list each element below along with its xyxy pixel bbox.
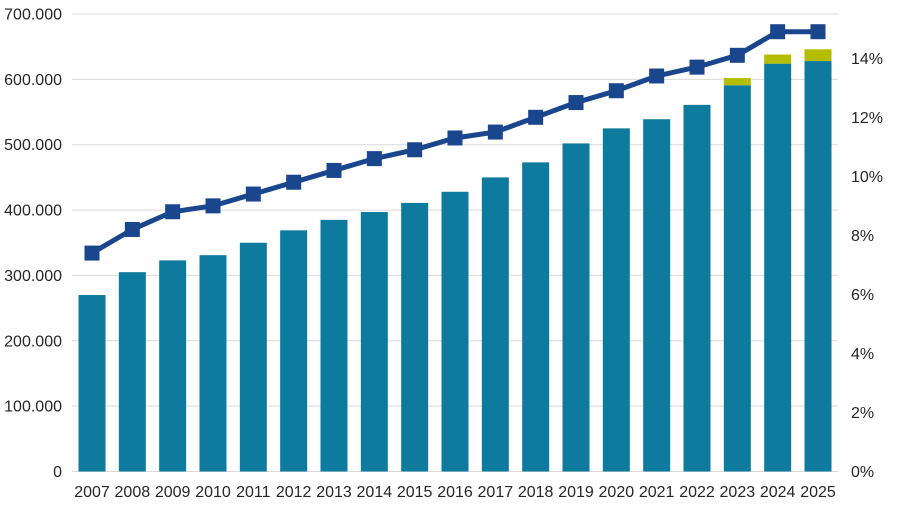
left-tick-label: 100.000 — [4, 399, 62, 416]
right-tick-label: 0% — [851, 464, 874, 481]
x-tick-label-2023: 2023 — [720, 484, 756, 501]
x-tick-label-2009: 2009 — [155, 484, 191, 501]
bar-series — [78, 49, 832, 472]
bar-2014 — [360, 212, 388, 472]
line-marker-2011 — [245, 186, 261, 202]
x-tick-label-2019: 2019 — [558, 484, 594, 501]
bar-2022 — [683, 104, 711, 472]
bar-2012 — [280, 230, 308, 472]
line-marker-2022 — [689, 59, 705, 75]
bar-2016 — [441, 191, 469, 472]
left-tick-label: 200.000 — [4, 333, 62, 350]
bar-2013 — [320, 219, 348, 472]
bar-2025 — [804, 61, 832, 472]
x-tick-label-2010: 2010 — [195, 484, 231, 501]
bar-2020 — [602, 128, 630, 472]
left-tick-label: 700.000 — [4, 7, 62, 24]
line-marker-2007 — [84, 245, 100, 261]
line-marker-2015 — [407, 142, 423, 158]
x-tick-label-2013: 2013 — [316, 484, 352, 501]
x-tick-label-2017: 2017 — [478, 484, 514, 501]
bar-segment-2024 — [764, 54, 792, 64]
line-marker-2008 — [124, 221, 140, 237]
x-tick-label-2022: 2022 — [679, 484, 715, 501]
bar-2007 — [78, 295, 106, 472]
x-tick-label-2024: 2024 — [760, 484, 796, 501]
line-marker-2009 — [165, 204, 181, 220]
left-tick-label: 0 — [53, 464, 62, 481]
line-marker-2012 — [286, 174, 302, 190]
bar-2018 — [522, 162, 550, 472]
bar-segment-2025 — [804, 49, 832, 62]
line-marker-2017 — [487, 124, 503, 140]
x-tick-label-2025: 2025 — [800, 484, 836, 501]
bar-2009 — [159, 260, 187, 472]
right-tick-label: 2% — [851, 405, 874, 422]
line-marker-2019 — [568, 95, 584, 111]
line-marker-2025 — [810, 24, 826, 40]
line-marker-2018 — [528, 109, 544, 125]
x-tick-label-2007: 2007 — [74, 484, 110, 501]
x-tick-label-2016: 2016 — [437, 484, 473, 501]
right-tick-label: 4% — [851, 346, 874, 363]
bar-2008 — [118, 272, 146, 472]
right-tick-label: 12% — [851, 110, 883, 127]
left-tick-label: 300.000 — [4, 268, 62, 285]
line-marker-2013 — [326, 162, 342, 178]
x-tick-label-2014: 2014 — [357, 484, 393, 501]
line-marker-2023 — [729, 47, 745, 63]
right-tick-label: 10% — [851, 169, 883, 186]
bar-2024 — [764, 63, 792, 472]
line-marker-2016 — [447, 130, 463, 146]
x-tick-label-2011: 2011 — [236, 484, 271, 501]
x-tick-label-2008: 2008 — [115, 484, 151, 501]
x-tick-label-2021: 2021 — [639, 484, 675, 501]
x-tick-label-2015: 2015 — [397, 484, 433, 501]
bar-2011 — [239, 242, 267, 472]
x-axis-labels: 2007 2008 2009 2010 2011 2012 2013 2014 2015 2016… — [74, 484, 836, 501]
left-tick-label: 400.000 — [4, 203, 62, 220]
left-tick-label: 500.000 — [4, 137, 62, 154]
x-tick-label-2020: 2020 — [599, 484, 635, 501]
bar-2021 — [643, 119, 671, 472]
right-tick-label: 8% — [851, 228, 874, 245]
line-marker-2024 — [770, 24, 786, 40]
bar-2017 — [481, 177, 509, 472]
bar-2023 — [723, 85, 751, 472]
right-axis-labels: 0% 2% 4% 6% 8% 10% 12% 14% — [851, 51, 883, 481]
bar-2015 — [401, 202, 429, 472]
bar-2010 — [199, 255, 227, 472]
line-marker-2020 — [608, 83, 624, 99]
right-tick-label: 6% — [851, 287, 874, 304]
bar-2019 — [562, 143, 590, 472]
line-marker-2021 — [649, 68, 665, 84]
right-tick-label: 14% — [851, 51, 883, 68]
x-tick-label-2012: 2012 — [276, 484, 312, 501]
left-tick-label: 600.000 — [4, 72, 62, 89]
line-marker-2014 — [366, 151, 382, 167]
x-tick-label-2018: 2018 — [518, 484, 554, 501]
line-marker-2010 — [205, 198, 221, 214]
line-series — [84, 24, 826, 261]
bar-segment-2023 — [723, 78, 751, 86]
left-axis-labels: 0 100.000 200.000 300.000 400.000 500.000 600.… — [4, 7, 62, 482]
